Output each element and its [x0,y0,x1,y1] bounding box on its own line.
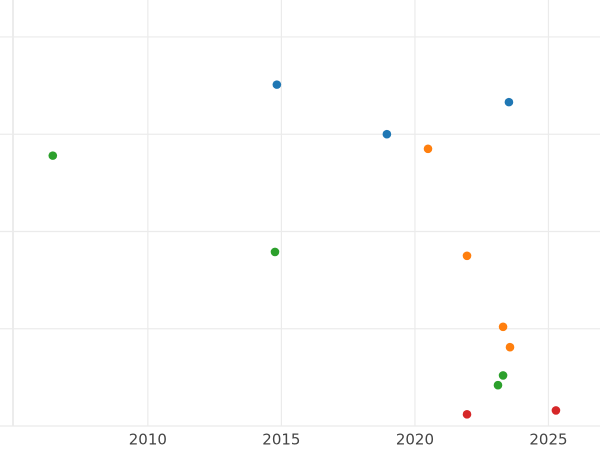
x-tick-label: 2015 [262,431,300,449]
point [493,380,503,390]
point [462,410,472,419]
point [423,144,433,154]
point [272,80,282,89]
point [462,251,472,261]
point [504,97,514,107]
x-tick-label: 2020 [396,431,434,449]
point [48,151,58,160]
point [498,371,508,380]
point [551,406,561,415]
point [270,247,280,257]
point [505,342,515,352]
x-tick-label: 2010 [129,431,167,449]
x-tick-label: 2025 [529,431,567,449]
point [382,129,392,139]
point [498,322,508,332]
